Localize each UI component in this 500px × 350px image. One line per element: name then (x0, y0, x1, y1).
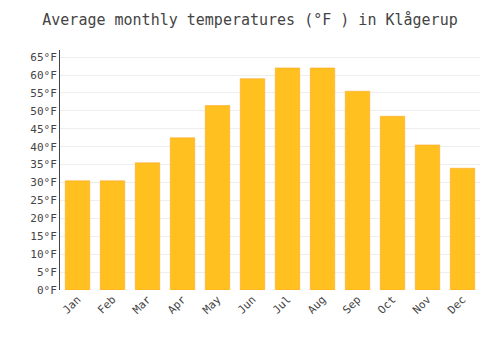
svg-text:Feb: Feb (95, 293, 118, 316)
svg-text:65°F: 65°F (30, 51, 57, 64)
svg-text:Oct: Oct (375, 293, 398, 316)
svg-text:Jan: Jan (60, 293, 83, 316)
svg-text:Nov: Nov (410, 293, 434, 317)
svg-text:0°F: 0°F (37, 284, 57, 297)
svg-text:25°F: 25°F (30, 194, 57, 207)
svg-text:20°F: 20°F (30, 212, 57, 225)
svg-text:5°F: 5°F (37, 266, 57, 279)
svg-text:Apr: Apr (165, 293, 189, 317)
svg-text:Average monthly temperatures (: Average monthly temperatures (°F ) in Kl… (42, 11, 457, 29)
svg-text:45°F: 45°F (30, 123, 57, 136)
svg-text:50°F: 50°F (30, 105, 57, 118)
svg-text:60°F: 60°F (30, 69, 57, 82)
svg-text:Jun: Jun (235, 293, 258, 316)
svg-text:Jul: Jul (270, 293, 293, 316)
svg-text:35°F: 35°F (30, 158, 57, 171)
svg-text:10°F: 10°F (30, 248, 57, 261)
svg-text:Dec: Dec (445, 293, 468, 316)
svg-text:May: May (200, 293, 224, 317)
svg-text:30°F: 30°F (30, 176, 57, 189)
svg-text:55°F: 55°F (30, 87, 57, 100)
svg-text:Mar: Mar (130, 293, 154, 317)
svg-text:Aug: Aug (305, 293, 328, 316)
svg-text:Sep: Sep (340, 293, 363, 316)
svg-text:40°F: 40°F (30, 141, 57, 154)
svg-text:15°F: 15°F (30, 230, 57, 243)
